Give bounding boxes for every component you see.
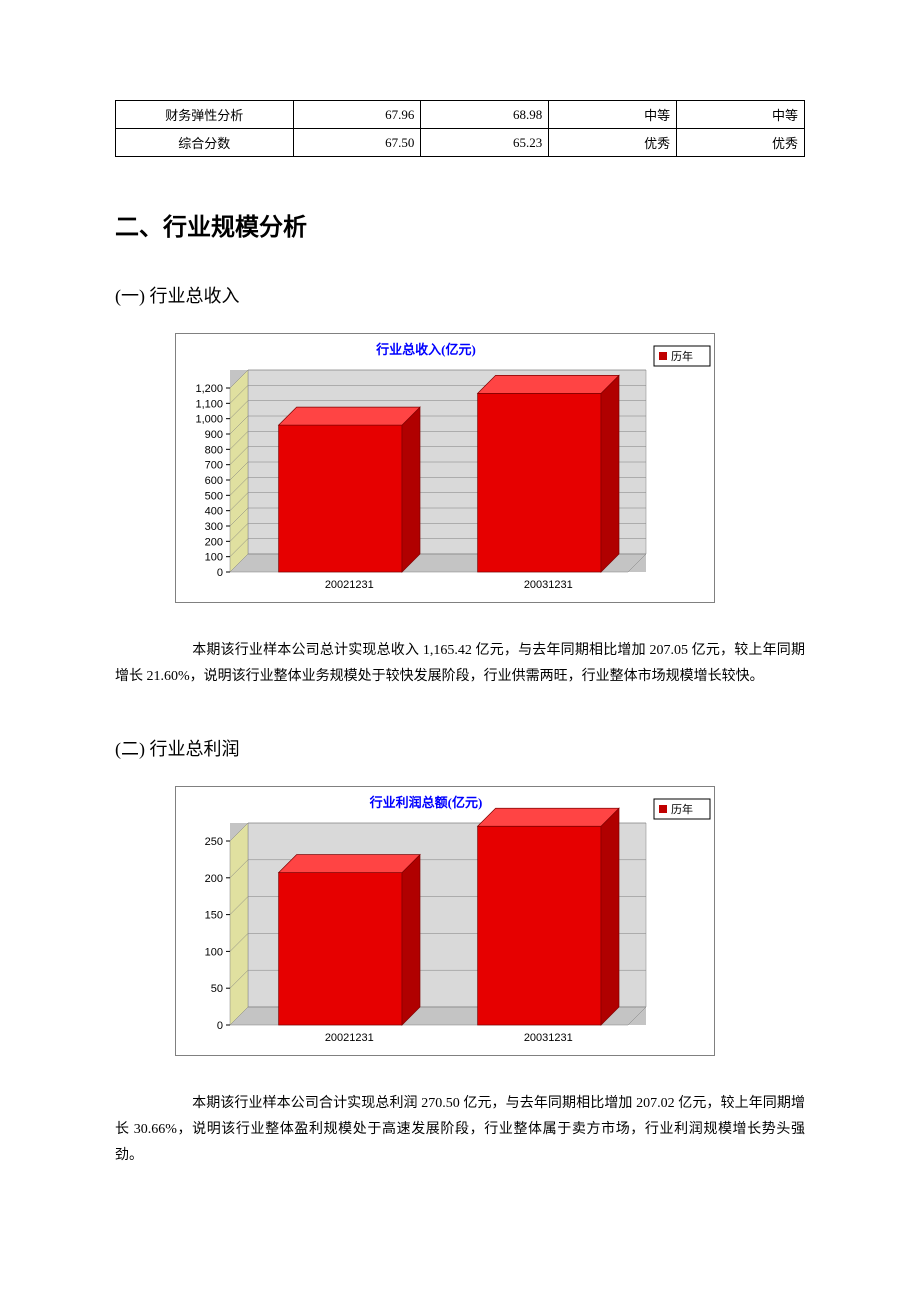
svg-text:900: 900: [205, 429, 223, 441]
svg-text:历年: 历年: [671, 349, 693, 363]
paragraph-2-text: 本期该行业样本公司合计实现总利润 270.50 亿元，与去年同期相比增加 207…: [115, 1096, 805, 1163]
chart-svg: 0 50 100 150 200 250 20021231 20031231 行业利润总额(亿元…: [176, 787, 716, 1057]
svg-text:20031231: 20031231: [524, 579, 573, 591]
svg-text:1,200: 1,200: [195, 383, 223, 395]
section-title: 二、行业规模分析: [115, 207, 805, 242]
row-v1: 67.50: [293, 129, 421, 157]
svg-text:历年: 历年: [671, 802, 693, 816]
revenue-chart: 0 100 200 300 400 500 600 700 800 900 1,000 1,100 1,…: [175, 333, 715, 603]
svg-text:250: 250: [205, 836, 223, 848]
row-g2: 中等: [677, 101, 805, 129]
svg-text:300: 300: [205, 521, 223, 533]
sub-heading-2: (二) 行业总利润: [115, 735, 805, 761]
svg-text:0: 0: [217, 1020, 223, 1032]
paragraph-1: 本期该行业样本公司总计实现总收入 1,165.42 亿元，与去年同期相比增加 2…: [115, 638, 805, 690]
svg-text:100: 100: [205, 946, 223, 958]
svg-text:1,100: 1,100: [195, 398, 223, 410]
row-v1: 67.96: [293, 101, 421, 129]
row-v2: 68.98: [421, 101, 549, 129]
score-table: 财务弹性分析67.9668.98中等中等综合分数67.5065.23优秀优秀: [115, 100, 805, 157]
svg-text:1,000: 1,000: [195, 414, 223, 426]
row-label: 财务弹性分析: [116, 101, 294, 129]
row-label: 综合分数: [116, 129, 294, 157]
svg-text:20021231: 20021231: [325, 1032, 374, 1044]
row-v2: 65.23: [421, 129, 549, 157]
row-g2: 优秀: [677, 129, 805, 157]
svg-text:700: 700: [205, 460, 223, 472]
svg-text:800: 800: [205, 444, 223, 456]
svg-text:600: 600: [205, 475, 223, 487]
svg-text:20021231: 20021231: [325, 579, 374, 591]
svg-text:行业利润总额(亿元): 行业利润总额(亿元): [369, 795, 483, 810]
table-row: 财务弹性分析67.9668.98中等中等: [116, 101, 805, 129]
svg-text:500: 500: [205, 490, 223, 502]
svg-text:行业总收入(亿元): 行业总收入(亿元): [375, 342, 476, 357]
svg-text:150: 150: [205, 909, 223, 921]
paragraph-2: 本期该行业样本公司合计实现总利润 270.50 亿元，与去年同期相比增加 207…: [115, 1091, 805, 1169]
chart-2-wrap: 0 50 100 150 200 250 20021231 20031231 行业利润总额(亿元…: [175, 786, 805, 1056]
chart-1-wrap: 0 100 200 300 400 500 600 700 800 900 1,000 1,100 1,…: [175, 333, 805, 603]
profit-chart: 0 50 100 150 200 250 20021231 20031231 行业利润总额(亿元…: [175, 786, 715, 1056]
svg-text:100: 100: [205, 552, 223, 564]
svg-text:50: 50: [211, 983, 223, 995]
svg-text:400: 400: [205, 506, 223, 518]
chart-svg: 0 100 200 300 400 500 600 700 800 900 1,000 1,100 1,…: [176, 334, 716, 604]
row-g1: 中等: [549, 101, 677, 129]
row-g1: 优秀: [549, 129, 677, 157]
svg-text:200: 200: [205, 536, 223, 548]
svg-text:20031231: 20031231: [524, 1032, 573, 1044]
sub-heading-1: (一) 行业总收入: [115, 282, 805, 308]
svg-text:200: 200: [205, 873, 223, 885]
table-row: 综合分数67.5065.23优秀优秀: [116, 129, 805, 157]
svg-text:0: 0: [217, 567, 223, 579]
paragraph-1-text: 本期该行业样本公司总计实现总收入 1,165.42 亿元，与去年同期相比增加 2…: [115, 643, 805, 684]
